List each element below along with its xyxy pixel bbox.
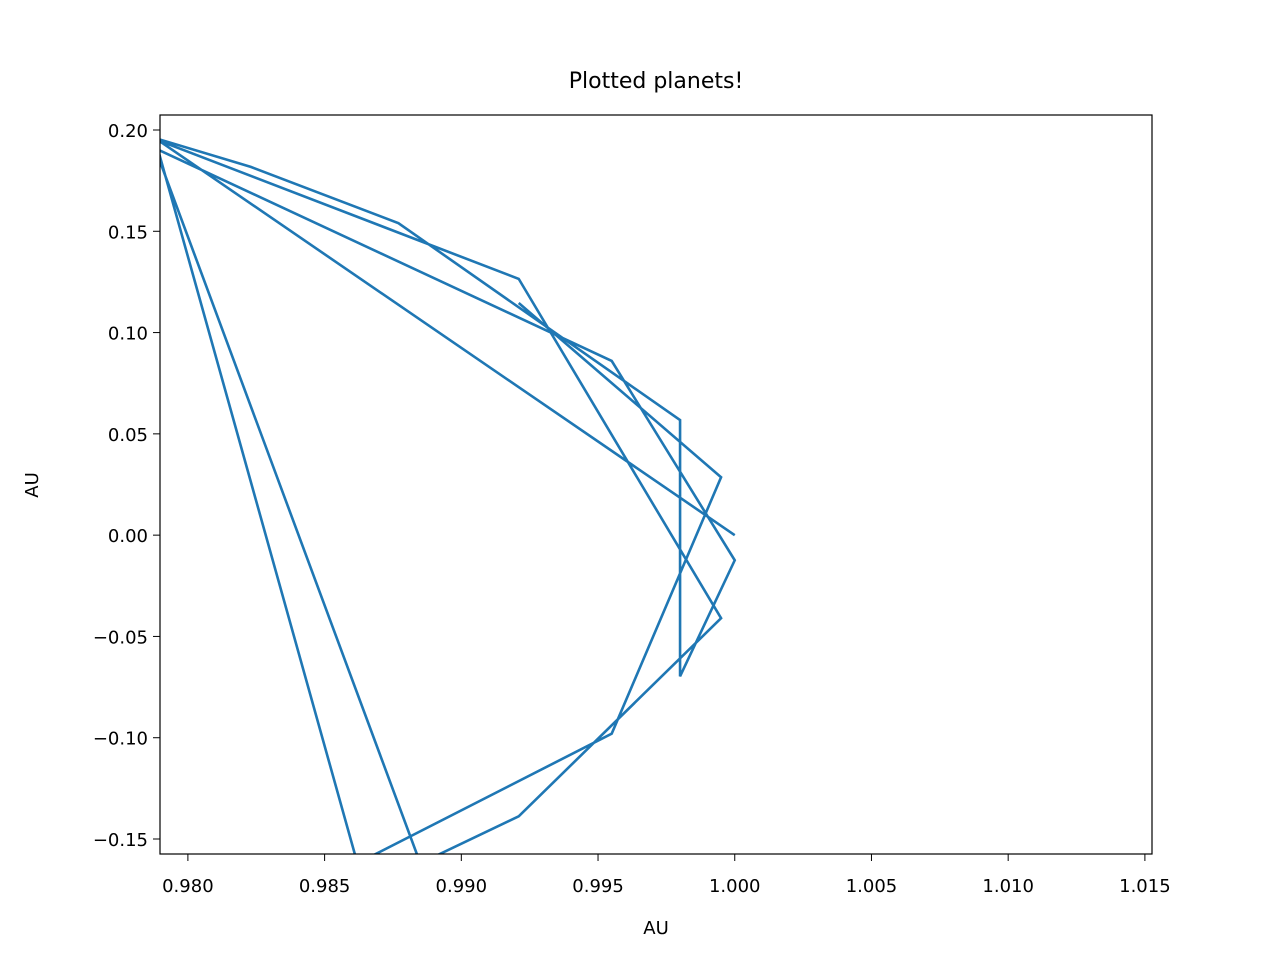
x-axis-label: AU [643,918,669,939]
chart-title: Plotted planets! [569,69,744,94]
y-tick-label: 0.20 [108,121,148,142]
x-tick-label: 1.000 [709,876,761,897]
x-tick-label: 0.985 [299,876,351,897]
y-tick-label: −0.05 [93,627,148,648]
axes-frame [159,114,1153,855]
y-tick-label: 0.00 [108,526,148,547]
series-line [160,138,737,854]
y-tick-label: −0.15 [93,830,148,851]
x-tick-label: 1.010 [982,876,1034,897]
x-tick-label: 0.995 [572,876,624,897]
x-tick-label: 1.015 [1119,876,1171,897]
y-tick-label: 0.05 [108,425,148,446]
x-tick-label: 1.005 [846,876,898,897]
y-tick-label: 0.10 [108,324,148,345]
y-tick-label: 0.15 [108,222,148,243]
y-tick-label: −0.10 [93,729,148,750]
x-tick-label: 0.980 [162,876,214,897]
plot-area [160,138,737,854]
y-axis-label: AU [22,472,43,498]
x-tick-label: 0.990 [436,876,488,897]
